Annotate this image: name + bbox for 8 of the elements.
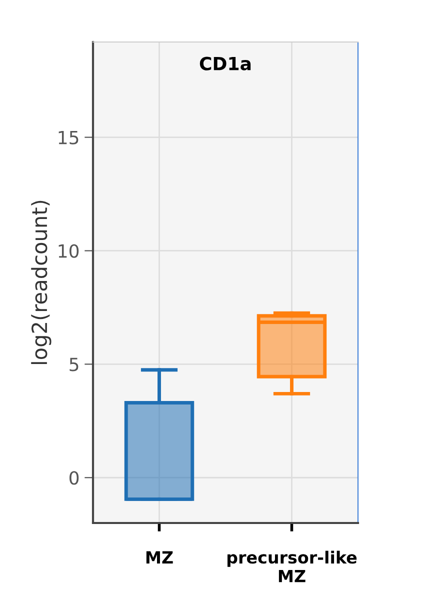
x-tick-label: precursor-like MZ xyxy=(228,550,357,582)
y-tick-label: 5 xyxy=(70,358,78,372)
x-tick-label: MZ xyxy=(146,551,173,564)
y-tick-label: 0 xyxy=(70,471,79,485)
y-tick-label: 10 xyxy=(58,244,79,258)
y-tick-label: 15 xyxy=(58,130,78,144)
y-axis-title: log2(readcount) xyxy=(31,200,52,364)
text: CD1a xyxy=(200,56,251,70)
